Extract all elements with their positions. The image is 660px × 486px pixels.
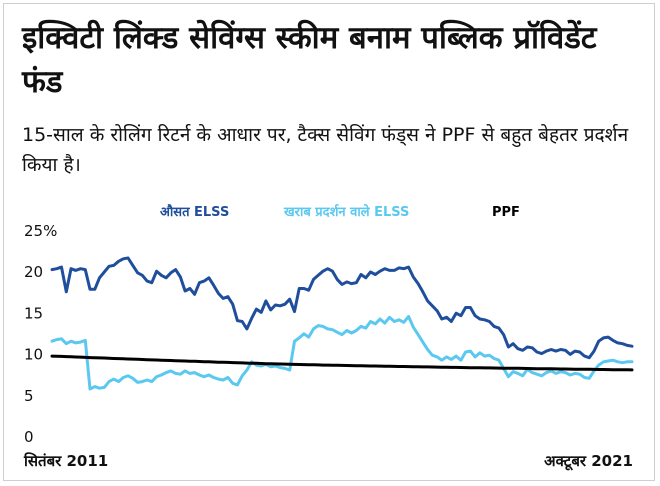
legend-entry: औसत ELSS	[160, 204, 229, 220]
legend-entry: PPF	[492, 205, 520, 220]
y-tick-label: 25%	[24, 222, 57, 240]
y-tick-label: 15	[24, 304, 43, 322]
x-end-label: अक्टूबर 2021	[544, 452, 633, 471]
y-tick-label: 20	[24, 263, 43, 281]
series-line	[50, 315, 634, 391]
y-tick-label: 0	[24, 428, 34, 446]
series-line	[50, 256, 634, 360]
y-tick-label: 10	[24, 346, 43, 364]
series-line	[50, 354, 634, 372]
x-start-label: सितंबर 2011	[23, 452, 108, 470]
y-tick-label: 5	[24, 387, 34, 405]
chart-subtitle: 15-साल के रोलिंग रिटर्न के आधार पर, टैक्…	[22, 124, 629, 176]
chart-card: इक्विटी लिंक्ड सेविंग्स स्कीम बनाम पब्लि…	[3, 3, 655, 481]
legend-entry: खराब प्रदर्शन वाले ELSS	[283, 204, 409, 220]
chart-title: इक्विटी लिंक्ड सेविंग्स स्कीम बनाम पब्लि…	[22, 20, 597, 100]
